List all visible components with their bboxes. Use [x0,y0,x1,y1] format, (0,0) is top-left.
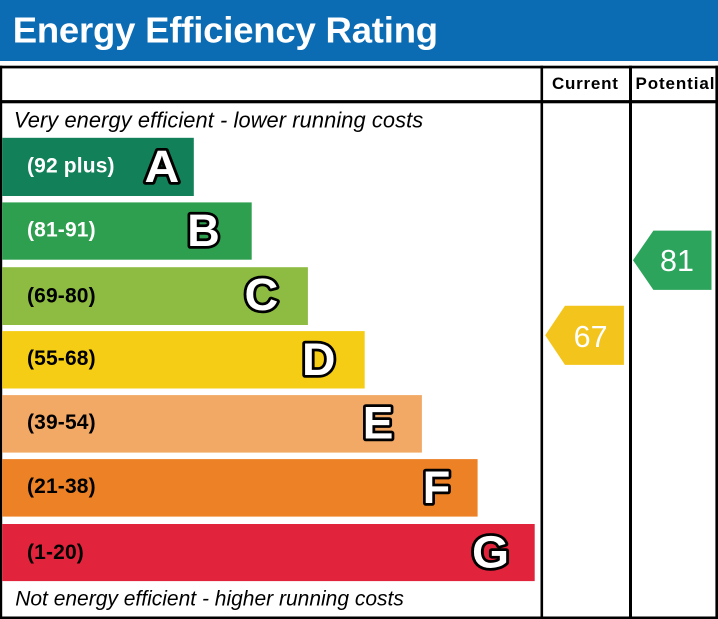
svg-text:Potential: Potential [635,74,715,93]
svg-text:B: B [187,205,220,256]
svg-text:F: F [423,462,451,513]
svg-text:(39-54): (39-54) [27,411,96,434]
svg-text:67: 67 [574,320,608,354]
svg-text:C: C [245,269,279,320]
svg-text:Very energy efficient - lower: Very energy efficient - lower running co… [14,107,423,132]
svg-text:A: A [145,141,180,191]
svg-text:Not energy efficient - higher: Not energy efficient - higher running co… [15,587,404,610]
svg-text:Energy Efficiency Rating: Energy Efficiency Rating [13,10,438,51]
svg-text:(1-20): (1-20) [27,541,84,564]
svg-text:(92 plus): (92 plus) [27,155,115,178]
svg-text:Current: Current [552,74,619,93]
svg-text:(69-80): (69-80) [27,285,96,308]
svg-text:(21-38): (21-38) [27,475,96,498]
svg-text:G: G [472,527,509,577]
svg-text:(55-68): (55-68) [27,347,96,370]
svg-text:(81-91): (81-91) [27,219,96,242]
svg-text:E: E [363,398,394,448]
svg-text:81: 81 [660,244,694,278]
svg-text:D: D [302,335,335,385]
